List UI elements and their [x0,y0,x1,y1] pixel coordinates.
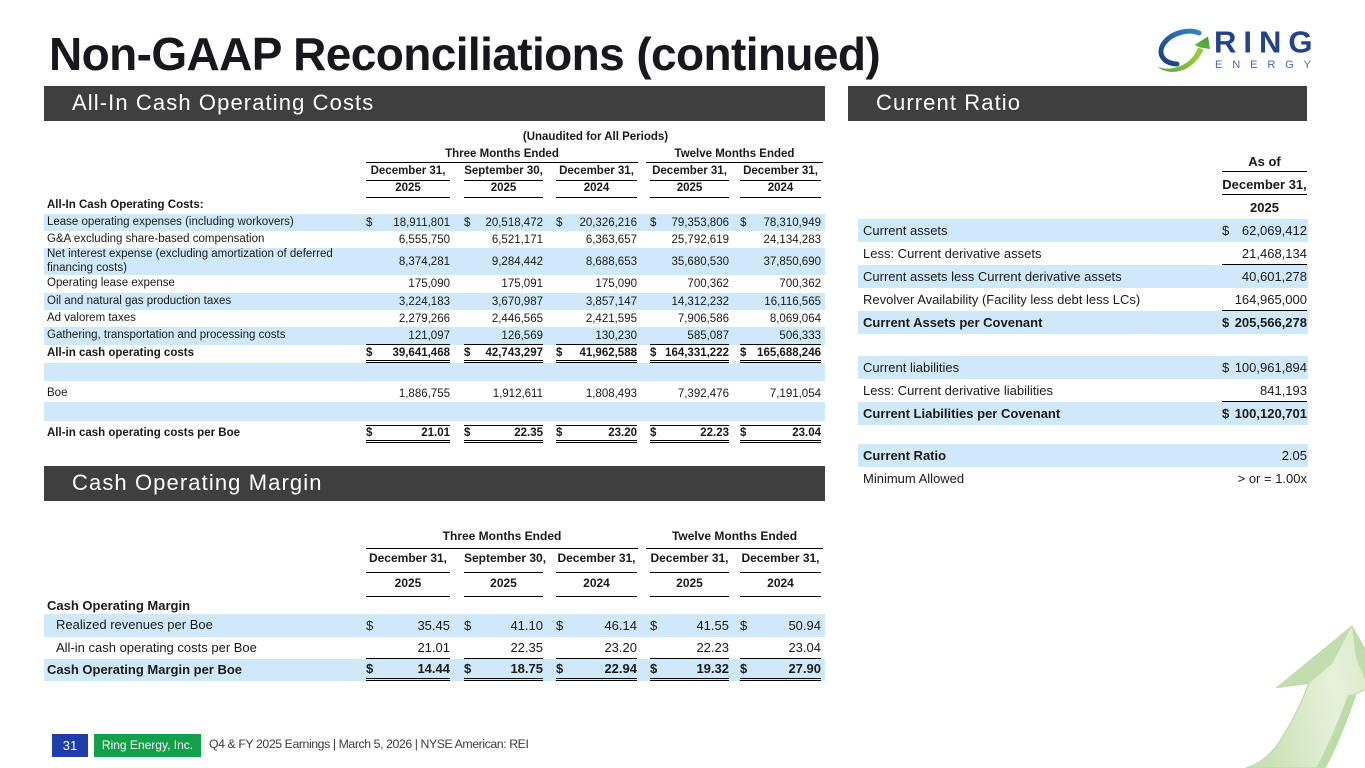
svg-text:ENERGY: ENERGY [1215,59,1321,71]
svg-text:RING: RING [1214,25,1320,60]
